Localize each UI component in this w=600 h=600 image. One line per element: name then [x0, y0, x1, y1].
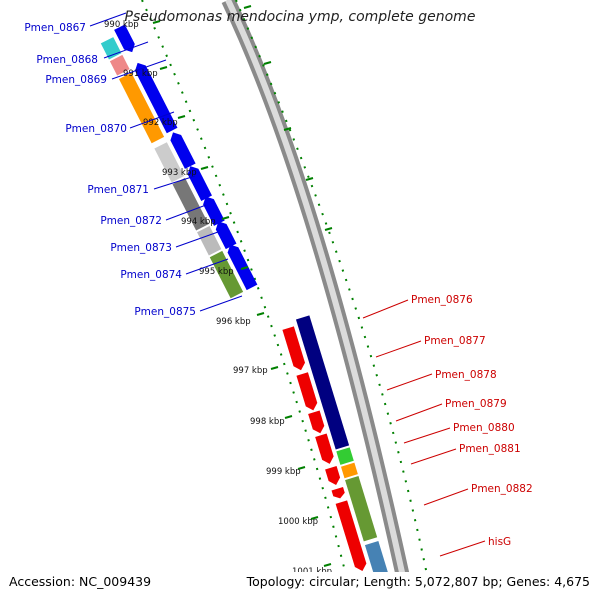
scale-tick-label: 999 kbp — [266, 467, 301, 477]
accession-text: Accession: NC_009439 — [9, 574, 152, 589]
genome-title: Pseudomonas mendocina ymp, complete geno… — [124, 9, 476, 25]
gene-arrow-blue — [114, 24, 135, 53]
gene-arrow-red — [308, 410, 325, 434]
gene-label-hisg[interactable]: hisG — [488, 536, 511, 548]
gene-block-cyan — [100, 37, 122, 60]
gene-block-orange — [118, 72, 165, 144]
scale-tick-marks — [152, 5, 333, 567]
gene-label-pmen-0879[interactable]: Pmen_0879 — [445, 398, 507, 410]
topology-text: Topology: circular; Length: 5,072,807 bp… — [246, 574, 590, 589]
gene-arrow-blue — [134, 62, 178, 134]
gene-arrow-blue — [203, 196, 225, 226]
gene-label-pmen-0867[interactable]: Pmen_0867 — [24, 22, 86, 34]
scale-tick-label: 991 kbp — [123, 69, 158, 79]
gene-label-pmen-0872[interactable]: Pmen_0872 — [100, 215, 162, 227]
gene-label-pmen-0874[interactable]: Pmen_0874 — [120, 269, 182, 281]
gene-arrow-red — [296, 372, 318, 411]
gene-label-pmen-0869[interactable]: Pmen_0869 — [45, 74, 107, 86]
gene-arrow-blue — [215, 221, 237, 250]
gene-label-pmen-0876[interactable]: Pmen_0876 — [411, 294, 473, 306]
right-leader-lines — [362, 299, 486, 557]
gene-arrow-blue — [187, 166, 212, 201]
gene-label-pmen-0877[interactable]: Pmen_0877 — [424, 335, 486, 347]
genome-backbone — [221, 0, 410, 572]
gene-label-pmen-0882[interactable]: Pmen_0882 — [471, 483, 533, 495]
gene-arrow-blue — [227, 244, 258, 291]
scale-tick-label: 997 kbp — [233, 366, 268, 376]
scale-tick-label: 996 kbp — [216, 317, 251, 327]
gene-block-green — [336, 447, 354, 465]
scale-tick-label: 994 kbp — [181, 217, 216, 227]
gene-block-olive — [345, 476, 378, 542]
gene-block-silver — [197, 225, 222, 256]
scale-tick-label: 992 kbp — [143, 118, 178, 128]
gene-block-pink — [109, 54, 130, 76]
gene-block-navy — [295, 315, 350, 450]
gene-arrow-red — [282, 326, 305, 371]
gene-arrow-red — [315, 433, 334, 464]
gene-label-pmen-0881[interactable]: Pmen_0881 — [459, 443, 521, 455]
gene-label-pmen-0871[interactable]: Pmen_0871 — [87, 184, 149, 196]
gene-label-pmen-0868[interactable]: Pmen_0868 — [36, 54, 98, 66]
gene-label-pmen-0880[interactable]: Pmen_0880 — [453, 422, 515, 434]
gene-arrow-red — [325, 465, 341, 485]
inner-dotted-track — [141, 0, 347, 572]
scale-tick-label: 990 kbp — [104, 20, 139, 30]
gene-block-orange — [340, 462, 358, 479]
scale-tick-label: 1001 kbp — [292, 567, 332, 577]
scale-tick-label: 998 kbp — [250, 417, 285, 427]
gene-block-steelblue — [364, 541, 402, 572]
genome-backbone-highlight — [225, 0, 405, 572]
gene-arrow-red — [335, 500, 367, 572]
gene-arrow-red — [331, 487, 345, 499]
gene-block-darkgray — [172, 177, 209, 231]
outer-dotted-track — [235, 0, 428, 572]
scale-tick-label: 995 kbp — [199, 267, 234, 277]
gene-arrow-blue — [170, 132, 196, 169]
left-leader-lines — [89, 12, 243, 312]
gene-label-pmen-0873[interactable]: Pmen_0873 — [110, 242, 172, 254]
gene-label-pmen-0878[interactable]: Pmen_0878 — [435, 369, 497, 381]
gene-label-pmen-0875[interactable]: Pmen_0875 — [134, 306, 196, 318]
scale-tick-label: 1000 kbp — [278, 517, 318, 527]
gene-block-lightgray — [154, 142, 185, 183]
scale-tick-label: 993 kbp — [162, 168, 197, 178]
gene-label-pmen-0870[interactable]: Pmen_0870 — [65, 123, 127, 135]
